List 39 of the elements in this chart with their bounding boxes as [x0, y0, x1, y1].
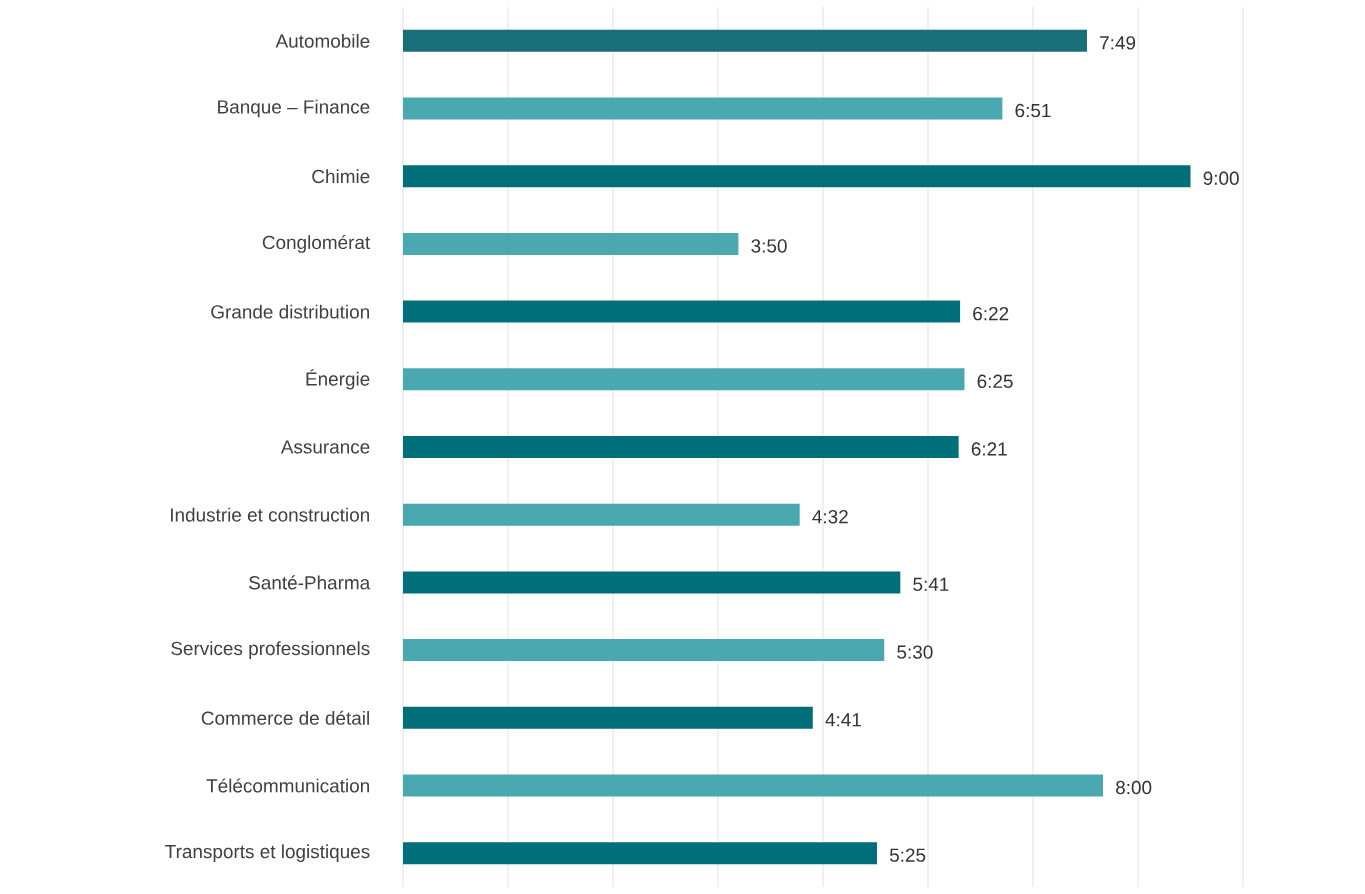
y-tick-label: Banque – Finance: [218, 99, 370, 118]
bar: [403, 368, 965, 391]
y-tick-label: Chimie: [312, 169, 370, 184]
bar: [403, 774, 1104, 797]
y-tick-label: Télécommunication: [206, 778, 369, 793]
bar: [403, 706, 813, 729]
data-label: 6:22: [973, 306, 1009, 321]
data-label: 8:00: [1116, 780, 1152, 795]
y-tick-label: Automobile: [275, 33, 370, 48]
bar: [403, 165, 1191, 188]
bar: [403, 29, 1087, 52]
bar: [403, 300, 961, 323]
y-tick-label: Grande distribution: [211, 304, 369, 319]
bar: [403, 97, 1003, 120]
data-label: 6:25: [977, 374, 1013, 389]
data-label: 5:30: [897, 645, 933, 659]
data-label: 5:25: [889, 848, 926, 862]
bar: [403, 842, 877, 865]
bar: [403, 503, 800, 526]
data-label: 9:00: [1203, 171, 1239, 185]
y-tick-label: Services professionnels: [171, 641, 370, 659]
data-label: 4:32: [812, 510, 848, 524]
y-tick-label: Santé-Pharma: [249, 575, 371, 590]
data-label: 7:49: [1100, 36, 1136, 50]
y-tick-label: Énergie: [306, 369, 370, 390]
y-tick-label: Assurance: [280, 440, 370, 454]
bar: [403, 639, 885, 662]
data-label: 6:51: [1015, 103, 1051, 118]
data-label: 4:41: [825, 713, 861, 727]
bar: [403, 436, 959, 459]
bar: [403, 571, 901, 594]
data-label: 5:41: [913, 577, 949, 591]
y-tick-label: Commerce de détail: [201, 710, 369, 725]
y-tick-label: Conglomérat: [262, 235, 371, 253]
y-tick-label: Industrie et construction: [171, 507, 369, 522]
data-label: 6:21: [971, 442, 1007, 456]
bar: [403, 232, 739, 255]
data-label: 3:50: [751, 239, 787, 253]
y-tick-label: Transports et logistiques: [165, 844, 370, 862]
